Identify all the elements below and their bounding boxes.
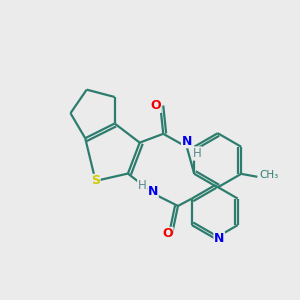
Text: S: S	[91, 174, 100, 188]
Text: O: O	[151, 99, 161, 112]
Text: N: N	[148, 185, 158, 198]
Text: N: N	[214, 232, 224, 245]
Text: N: N	[182, 135, 192, 148]
Text: CH₃: CH₃	[259, 170, 278, 180]
Text: H: H	[193, 147, 202, 160]
Text: H: H	[138, 179, 146, 192]
Text: O: O	[162, 227, 173, 240]
